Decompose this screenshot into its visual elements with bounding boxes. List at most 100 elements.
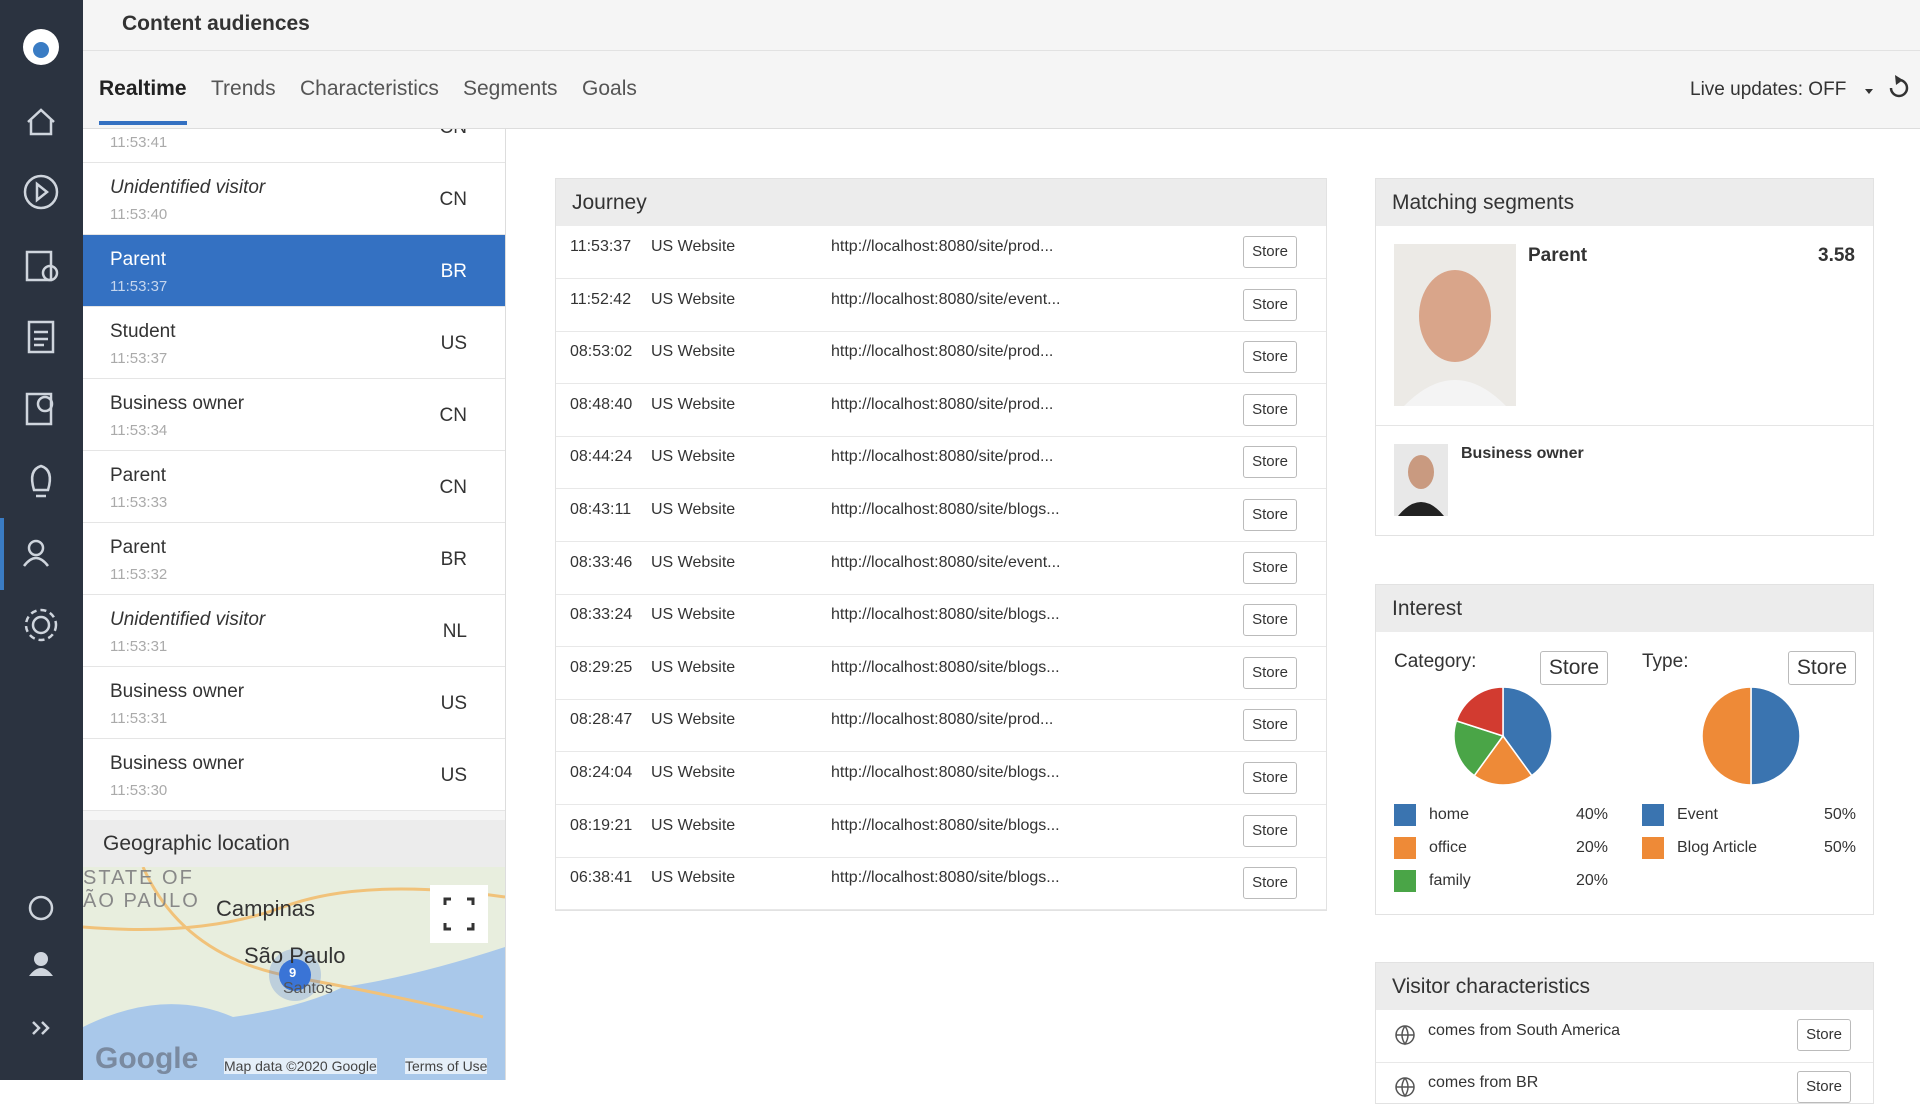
tab[interactable]: Segments: [463, 77, 558, 100]
journey-time: 08:33:46: [570, 553, 633, 571]
visitor-row[interactable]: Business owner 11:53:34 CN: [83, 379, 505, 451]
journey-url: http://localhost:8080/site/event...: [831, 290, 1061, 308]
interest-title: Interest: [1376, 585, 1873, 632]
segment-photo: [1394, 444, 1448, 516]
journey-row: 08:29:25 US Website http://localhost:8080/…: [556, 647, 1326, 700]
store-button[interactable]: Store: [1243, 288, 1297, 321]
store-button[interactable]: Store: [1243, 499, 1297, 531]
store-button[interactable]: Store: [1243, 709, 1297, 742]
store-button[interactable]: Store: [1243, 814, 1297, 847]
journey-site: US Website: [651, 658, 736, 676]
journey-time: 08:24:04: [570, 764, 633, 781]
segments-title: Matching segments: [1376, 179, 1873, 226]
visitor-name: Unidentified visitor: [110, 609, 266, 630]
visitor-country: BR: [440, 261, 467, 282]
tab[interactable]: Realtime: [99, 77, 187, 100]
journey-site: US Website: [651, 553, 736, 571]
store-button[interactable]: Store: [1243, 604, 1297, 637]
map[interactable]: [83, 867, 505, 1080]
store-button[interactable]: Store: [1243, 236, 1297, 268]
visitor-country: CN: [440, 129, 467, 139]
journey-title: Journey: [556, 179, 1326, 226]
tab[interactable]: Characteristics: [300, 77, 439, 100]
journey-time: 08:43:11: [570, 501, 632, 518]
visitor-row[interactable]: Parent 11:53:33 CN: [83, 451, 505, 523]
live-updates[interactable]: Live updates: OFF: [1690, 79, 1847, 100]
pie-slice: [1502, 686, 1553, 777]
visitor-row[interactable]: Parent 11:53:37 BR: [83, 235, 505, 307]
store-button[interactable]: Store: [1797, 1071, 1851, 1103]
journey-time: 08:44:24: [570, 448, 633, 466]
visitor-name: Parent: [110, 249, 166, 270]
visitor-country: NL: [442, 621, 467, 642]
store-button[interactable]: Store: [1797, 1019, 1851, 1051]
journey-site: US Website: [651, 711, 736, 729]
journey-site: US Website: [651, 501, 736, 518]
visitor-row[interactable]: Business owner 11:53:31 US: [83, 667, 505, 739]
journey-url: http://localhost:8080/site/prod...: [831, 395, 1054, 413]
visitor-country: CN: [439, 477, 467, 498]
journey-panel: Journey 11:53:37 US Website http://localho…: [555, 178, 1327, 911]
legend-value: 40%: [1575, 806, 1608, 823]
store-button[interactable]: Store: [1243, 551, 1297, 584]
segment-name: Parent: [1528, 245, 1588, 266]
visitor-row[interactable]: Unidentified visitor 11:53:40 CN: [83, 163, 505, 235]
visitor-country: CN: [439, 189, 467, 210]
legend-swatch: [1394, 870, 1416, 892]
visitor-country: US: [440, 333, 467, 354]
pie-slice: [1473, 734, 1533, 786]
legend-swatch: [1642, 837, 1664, 859]
legend-swatch: [1642, 804, 1664, 826]
map-cluster[interactable]: 9: [289, 965, 297, 980]
sidebar: [0, 0, 83, 1080]
store-button[interactable]: Store: [1243, 393, 1297, 426]
map-terms[interactable]: Terms of Use: [405, 1058, 488, 1074]
journey-url: http://localhost:8080/site/blogs...: [831, 658, 1060, 676]
visitor-time: 11:53:31: [110, 710, 168, 727]
map-attribution: Map data ©2020 Google: [224, 1058, 377, 1074]
journey-row: 11:52:42 US Website http://localhost:8080/…: [556, 279, 1326, 332]
live-updates-controls[interactable]: [1863, 73, 1913, 103]
pie-slice: [1453, 719, 1505, 777]
store-button[interactable]: Store: [1540, 651, 1608, 685]
store-button[interactable]: Store: [1243, 341, 1297, 374]
journey-row: 08:48:40 US Website http://localhost:8080/…: [556, 384, 1326, 437]
visitor-name: Parent: [110, 537, 166, 558]
geo-title: Geographic location: [103, 832, 290, 855]
geo-panel: Geographic location STATE OF ÃO PAULO Ca…: [83, 820, 505, 1080]
journey-time: 08:29:25: [570, 658, 633, 676]
pie-slice: [1701, 686, 1752, 786]
visitor-row[interactable]: 11:53:41 CN: [83, 129, 505, 163]
sidebar-icons: [0, 29, 59, 1035]
journey-time: 08:53:02: [570, 343, 633, 361]
journey-site: US Website: [651, 764, 736, 781]
tab[interactable]: Trends: [211, 77, 276, 100]
journey-row: 06:38:41 US Website http://localhost:8080/…: [556, 857, 1326, 911]
tab[interactable]: Goals: [582, 77, 637, 100]
journey-url: http://localhost:8080/site/event...: [831, 553, 1061, 571]
visitor-time: 11:53:37: [110, 350, 168, 367]
visitor-time: 11:53:31: [110, 638, 168, 655]
visitor-row[interactable]: Parent 11:53:32 BR: [83, 523, 505, 595]
store-button[interactable]: Store: [1788, 651, 1856, 685]
journey-site: US Website: [651, 238, 736, 255]
store-button[interactable]: Store: [1243, 446, 1297, 479]
legend-label: office: [1429, 839, 1467, 856]
visitor-time: 11:53:40: [110, 206, 168, 223]
pie-title: Type:: [1642, 651, 1689, 672]
map-label: Campinas: [216, 896, 316, 921]
visitor-row[interactable]: Student 11:53:37 US: [83, 307, 505, 379]
journey-time: 06:38:41: [570, 869, 633, 887]
pie-slice: [1750, 686, 1801, 786]
visitor-row[interactable]: Business owner 11:53:30 US: [83, 739, 505, 811]
visitor-row[interactable]: Unidentified visitor 11:53:31 NL: [83, 595, 505, 667]
visitor-name: Unidentified visitor: [110, 177, 266, 198]
journey-site: US Website: [651, 869, 736, 887]
store-button[interactable]: Store: [1243, 762, 1297, 794]
journey-row: 08:53:02 US Website http://localhost:8080/…: [556, 331, 1326, 385]
store-button[interactable]: Store: [1243, 867, 1297, 900]
segment-photo: [1394, 244, 1516, 406]
journey-row: 11:53:37 US Website http://localhost:8080/…: [556, 226, 1326, 279]
store-button[interactable]: Store: [1243, 656, 1297, 689]
journey-row: 08:33:24 US Website http://localhost:8080/…: [556, 594, 1326, 648]
